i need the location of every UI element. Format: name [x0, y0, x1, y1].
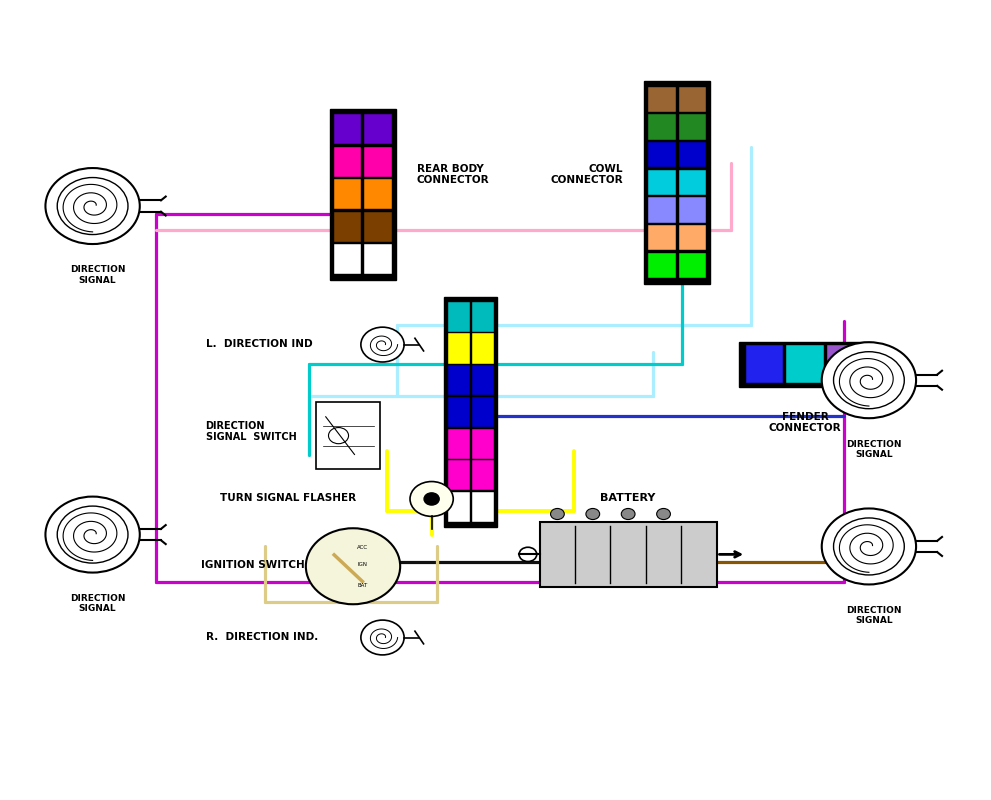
- Circle shape: [306, 528, 400, 604]
- FancyBboxPatch shape: [679, 225, 707, 250]
- Text: TURN SIGNAL FLASHER: TURN SIGNAL FLASHER: [220, 493, 357, 503]
- FancyBboxPatch shape: [648, 225, 676, 250]
- FancyBboxPatch shape: [679, 114, 707, 139]
- Text: REAR BODY
CONNECTOR: REAR BODY CONNECTOR: [417, 163, 490, 185]
- Circle shape: [46, 497, 140, 573]
- FancyBboxPatch shape: [826, 346, 864, 383]
- Text: BAT: BAT: [358, 582, 368, 588]
- Text: DIRECTION
SIGNAL: DIRECTION SIGNAL: [846, 439, 902, 459]
- FancyBboxPatch shape: [648, 86, 676, 112]
- Circle shape: [822, 509, 916, 585]
- Circle shape: [410, 482, 453, 516]
- FancyBboxPatch shape: [448, 365, 470, 395]
- Circle shape: [519, 547, 537, 562]
- Text: DIRECTION
SIGNAL: DIRECTION SIGNAL: [69, 594, 125, 614]
- FancyBboxPatch shape: [365, 146, 391, 177]
- FancyBboxPatch shape: [334, 211, 362, 242]
- FancyBboxPatch shape: [679, 170, 707, 195]
- FancyBboxPatch shape: [472, 492, 494, 522]
- Text: DIRECTION
SIGNAL: DIRECTION SIGNAL: [846, 606, 902, 626]
- FancyBboxPatch shape: [316, 402, 380, 470]
- Circle shape: [657, 509, 671, 519]
- FancyBboxPatch shape: [648, 142, 676, 167]
- Circle shape: [833, 352, 905, 409]
- FancyBboxPatch shape: [334, 114, 362, 144]
- FancyBboxPatch shape: [334, 244, 362, 274]
- FancyBboxPatch shape: [448, 460, 470, 490]
- FancyBboxPatch shape: [365, 114, 391, 144]
- Text: ACC: ACC: [357, 545, 368, 550]
- FancyBboxPatch shape: [365, 179, 391, 210]
- FancyBboxPatch shape: [365, 211, 391, 242]
- FancyBboxPatch shape: [648, 114, 676, 139]
- Circle shape: [551, 509, 564, 519]
- Text: BATTERY: BATTERY: [601, 493, 656, 503]
- Text: L.  DIRECTION IND: L. DIRECTION IND: [205, 338, 312, 349]
- FancyBboxPatch shape: [334, 179, 362, 210]
- FancyBboxPatch shape: [448, 429, 470, 458]
- FancyBboxPatch shape: [448, 397, 470, 427]
- FancyBboxPatch shape: [787, 346, 824, 383]
- FancyBboxPatch shape: [448, 334, 470, 363]
- Circle shape: [361, 327, 404, 362]
- FancyBboxPatch shape: [648, 198, 676, 222]
- Circle shape: [57, 506, 128, 563]
- Circle shape: [361, 620, 404, 655]
- Text: IGN: IGN: [358, 562, 368, 567]
- Circle shape: [621, 509, 635, 519]
- Text: DIRECTION
SIGNAL  SWITCH: DIRECTION SIGNAL SWITCH: [205, 421, 296, 442]
- FancyBboxPatch shape: [648, 253, 676, 278]
- Circle shape: [46, 168, 140, 244]
- Text: DIRECTION
SIGNAL: DIRECTION SIGNAL: [69, 266, 125, 285]
- FancyBboxPatch shape: [679, 142, 707, 167]
- FancyBboxPatch shape: [472, 302, 494, 332]
- Text: R.  DIRECTION IND.: R. DIRECTION IND.: [205, 632, 318, 642]
- FancyBboxPatch shape: [330, 109, 395, 280]
- FancyBboxPatch shape: [648, 170, 676, 195]
- FancyBboxPatch shape: [472, 397, 494, 427]
- FancyBboxPatch shape: [746, 346, 784, 383]
- FancyBboxPatch shape: [679, 253, 707, 278]
- FancyBboxPatch shape: [444, 297, 497, 526]
- FancyBboxPatch shape: [448, 302, 470, 332]
- FancyBboxPatch shape: [472, 460, 494, 490]
- Circle shape: [833, 518, 905, 575]
- FancyBboxPatch shape: [472, 365, 494, 395]
- Circle shape: [822, 342, 916, 418]
- FancyBboxPatch shape: [365, 244, 391, 274]
- FancyBboxPatch shape: [448, 492, 470, 522]
- Text: IGNITION SWITCH: IGNITION SWITCH: [201, 560, 304, 570]
- FancyBboxPatch shape: [334, 146, 362, 177]
- FancyBboxPatch shape: [644, 81, 711, 284]
- FancyBboxPatch shape: [739, 342, 871, 386]
- FancyBboxPatch shape: [679, 86, 707, 112]
- FancyBboxPatch shape: [679, 198, 707, 222]
- FancyBboxPatch shape: [472, 334, 494, 363]
- Circle shape: [57, 178, 128, 234]
- FancyBboxPatch shape: [540, 522, 716, 587]
- Circle shape: [586, 509, 600, 519]
- FancyBboxPatch shape: [472, 429, 494, 458]
- Circle shape: [424, 493, 439, 505]
- Text: COWL
CONNECTOR: COWL CONNECTOR: [551, 163, 623, 185]
- Text: FENDER
CONNECTOR: FENDER CONNECTOR: [769, 412, 841, 434]
